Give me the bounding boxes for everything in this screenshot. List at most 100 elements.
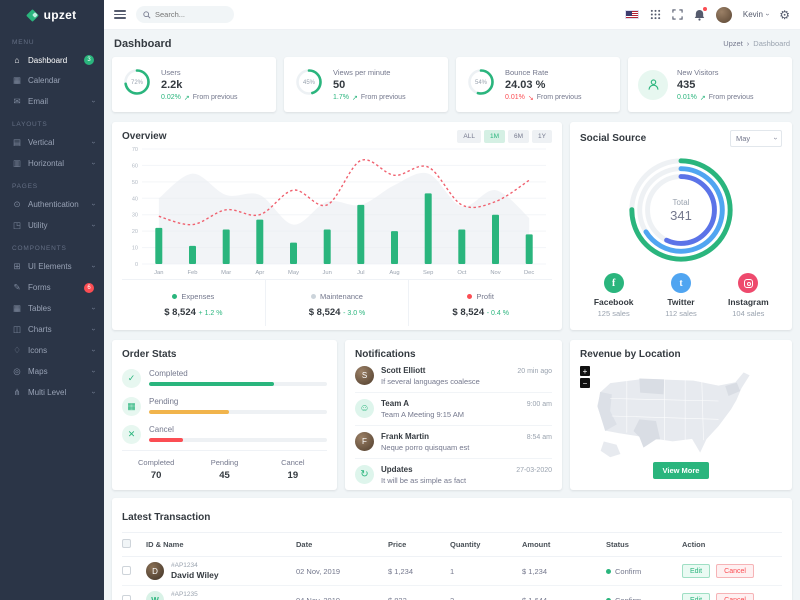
edit-button[interactable]: Edit bbox=[682, 564, 711, 578]
chevron-down-icon: › bbox=[89, 141, 97, 144]
apps-grid-icon[interactable] bbox=[650, 9, 661, 20]
social-twitter[interactable]: t Twitter 112 sales bbox=[647, 273, 714, 318]
svg-text:Aug: Aug bbox=[389, 270, 399, 276]
notification-item[interactable]: ☺ Team A 9:00 am Team A Meeting 9:15 AM bbox=[355, 393, 552, 426]
sidebar-item-forms[interactable]: ✎ Forms 6 bbox=[0, 277, 104, 298]
revenue-title: Revenue by Location bbox=[580, 349, 681, 360]
svg-text:Dec: Dec bbox=[524, 270, 534, 276]
svg-text:Sep: Sep bbox=[423, 270, 433, 276]
sidebar-item-horizontal[interactable]: ▥ Horizontal › bbox=[12, 158, 97, 168]
chevron-down-icon: › bbox=[89, 203, 97, 206]
svg-text:May: May bbox=[288, 270, 299, 276]
sidebar-item-calendar[interactable]: ▦ Calendar bbox=[12, 75, 61, 85]
sidebar-item-utility[interactable]: ◳ Utility › bbox=[12, 220, 97, 230]
sidebar-item-tables[interactable]: ▦ Tables › bbox=[12, 303, 97, 313]
svg-text:Apr: Apr bbox=[255, 270, 264, 276]
chevron-down-icon: › bbox=[771, 137, 779, 140]
notification-item[interactable]: S Scott Elliott 20 min ago If several lan… bbox=[355, 360, 552, 393]
cancel-button[interactable]: Cancel bbox=[716, 593, 754, 600]
sidebar-item-dashboard[interactable]: ⌂ Dashboard 3 bbox=[0, 50, 104, 70]
social-items: f Facebook 125 sales t Twitter 112 sales… bbox=[580, 273, 782, 322]
view-more-button[interactable]: View More bbox=[652, 462, 710, 479]
menu-toggle-icon[interactable] bbox=[114, 10, 126, 19]
sidebar-item-authentication[interactable]: ⊙ Authentication › bbox=[13, 199, 97, 209]
sidebar-item-maps[interactable]: ◎ Maps › bbox=[13, 366, 97, 376]
state-texas bbox=[633, 419, 661, 448]
chevron-down-icon: › bbox=[89, 162, 97, 165]
trend-down-icon: ↘ bbox=[527, 94, 534, 102]
notification-item[interactable]: ↻ Updates 27-03-2020 It will be as simple… bbox=[355, 459, 552, 491]
notification-dot bbox=[702, 6, 707, 11]
avatar: D bbox=[146, 562, 164, 580]
chevron-down-icon: › bbox=[89, 370, 97, 373]
range-1y-button[interactable]: 1Y bbox=[532, 130, 552, 143]
order-stats-title: Order Stats bbox=[122, 349, 177, 360]
select-all-checkbox[interactable] bbox=[122, 539, 131, 548]
range-1m-button[interactable]: 1M bbox=[483, 130, 506, 143]
check-circle-icon: ✓ bbox=[122, 369, 141, 388]
settings-gear-icon[interactable]: ⚙ bbox=[779, 7, 790, 22]
svg-text:54%: 54% bbox=[475, 80, 488, 86]
ui-elements-icon: ⊞ bbox=[13, 261, 21, 271]
breadcrumb-root[interactable]: Upzet bbox=[723, 39, 743, 48]
range-6m-button[interactable]: 6M bbox=[508, 130, 530, 143]
us-mainland bbox=[596, 371, 751, 455]
chevron-down-icon: › bbox=[89, 100, 97, 103]
breadcrumb: Upzet › Dashboard bbox=[723, 39, 790, 48]
user-menu[interactable]: Kevin › bbox=[742, 10, 771, 19]
pending-calendar-icon: ▦ bbox=[122, 397, 141, 416]
svg-text:Jan: Jan bbox=[154, 270, 163, 276]
range-all-button[interactable]: ALL bbox=[457, 130, 481, 143]
map-zoom-in-button[interactable]: + bbox=[580, 366, 590, 376]
period-select[interactable]: May › bbox=[730, 130, 782, 147]
chevron-down-icon: › bbox=[89, 307, 97, 310]
svg-text:Jul: Jul bbox=[357, 270, 364, 276]
sidebar-item-icons[interactable]: ♢ Icons › bbox=[13, 345, 97, 355]
order-stats-summary: Completed 70 Pending 45 Cancel 19 bbox=[122, 450, 327, 490]
user-avatar[interactable] bbox=[715, 6, 732, 23]
stat-card-bounce: 54% Bounce Rate 24.03 % 0.01% ↘ From previ… bbox=[456, 57, 620, 112]
brand-logo[interactable]: upzet bbox=[0, 0, 104, 30]
search-input[interactable] bbox=[155, 10, 225, 19]
edit-button[interactable]: Edit bbox=[682, 593, 711, 600]
usa-map[interactable] bbox=[580, 360, 782, 462]
sidebar-item-email[interactable]: ✉ Email › bbox=[13, 96, 97, 106]
state-montana bbox=[639, 378, 665, 395]
forms-badge: 6 bbox=[84, 282, 94, 293]
social-facebook[interactable]: f Facebook 125 sales bbox=[580, 273, 647, 318]
multi-level-icon: ⋔ bbox=[13, 387, 21, 397]
chevron-down-icon: › bbox=[763, 13, 771, 16]
charts-icon: ◫ bbox=[12, 324, 22, 334]
breadcrumb-separator: › bbox=[746, 39, 750, 48]
sidebar-section-menu: MENU bbox=[12, 39, 35, 46]
notifications-bell-icon[interactable] bbox=[694, 6, 707, 21]
home-icon: ⌂ bbox=[14, 55, 20, 65]
chevron-down-icon: › bbox=[89, 224, 97, 227]
team-icon: ☺ bbox=[355, 399, 374, 418]
cancel-button[interactable]: Cancel bbox=[716, 564, 754, 578]
svg-text:30: 30 bbox=[132, 213, 138, 219]
search-box[interactable] bbox=[136, 6, 234, 23]
chevron-down-icon: › bbox=[89, 265, 97, 268]
sidebar-item-charts[interactable]: ◫ Charts › bbox=[12, 324, 97, 334]
sidebar-item-vertical[interactable]: ▤ Vertical › bbox=[12, 137, 97, 147]
language-flag-icon[interactable] bbox=[624, 10, 639, 19]
row-checkbox[interactable] bbox=[122, 565, 131, 575]
fullscreen-icon[interactable] bbox=[672, 9, 683, 20]
chevron-down-icon: › bbox=[89, 349, 97, 352]
row-checkbox[interactable] bbox=[122, 594, 131, 600]
sidebar-item-multi-level[interactable]: ⋔ Multi Level › bbox=[13, 387, 97, 397]
forms-icon: ✎ bbox=[13, 282, 21, 292]
notification-item[interactable]: F Frank Martin 8:54 am Neque porro quisqu… bbox=[355, 426, 552, 459]
avatar: S bbox=[355, 366, 374, 385]
social-instagram[interactable]: Instagram 104 sales bbox=[715, 273, 782, 318]
status-dot bbox=[606, 597, 611, 600]
map-zoom-out-button[interactable]: − bbox=[580, 378, 590, 388]
views-gauge: 45% bbox=[294, 67, 324, 102]
svg-text:45%: 45% bbox=[303, 80, 316, 86]
facebook-icon: f bbox=[603, 273, 624, 293]
sidebar-item-ui-elements[interactable]: ⊞ UI Elements › bbox=[13, 261, 97, 271]
latest-transaction-card: Latest Transaction ID & Name Date Price … bbox=[112, 498, 792, 600]
table-header: ID & Name Date Price Quantity Amount Sta… bbox=[122, 532, 782, 557]
